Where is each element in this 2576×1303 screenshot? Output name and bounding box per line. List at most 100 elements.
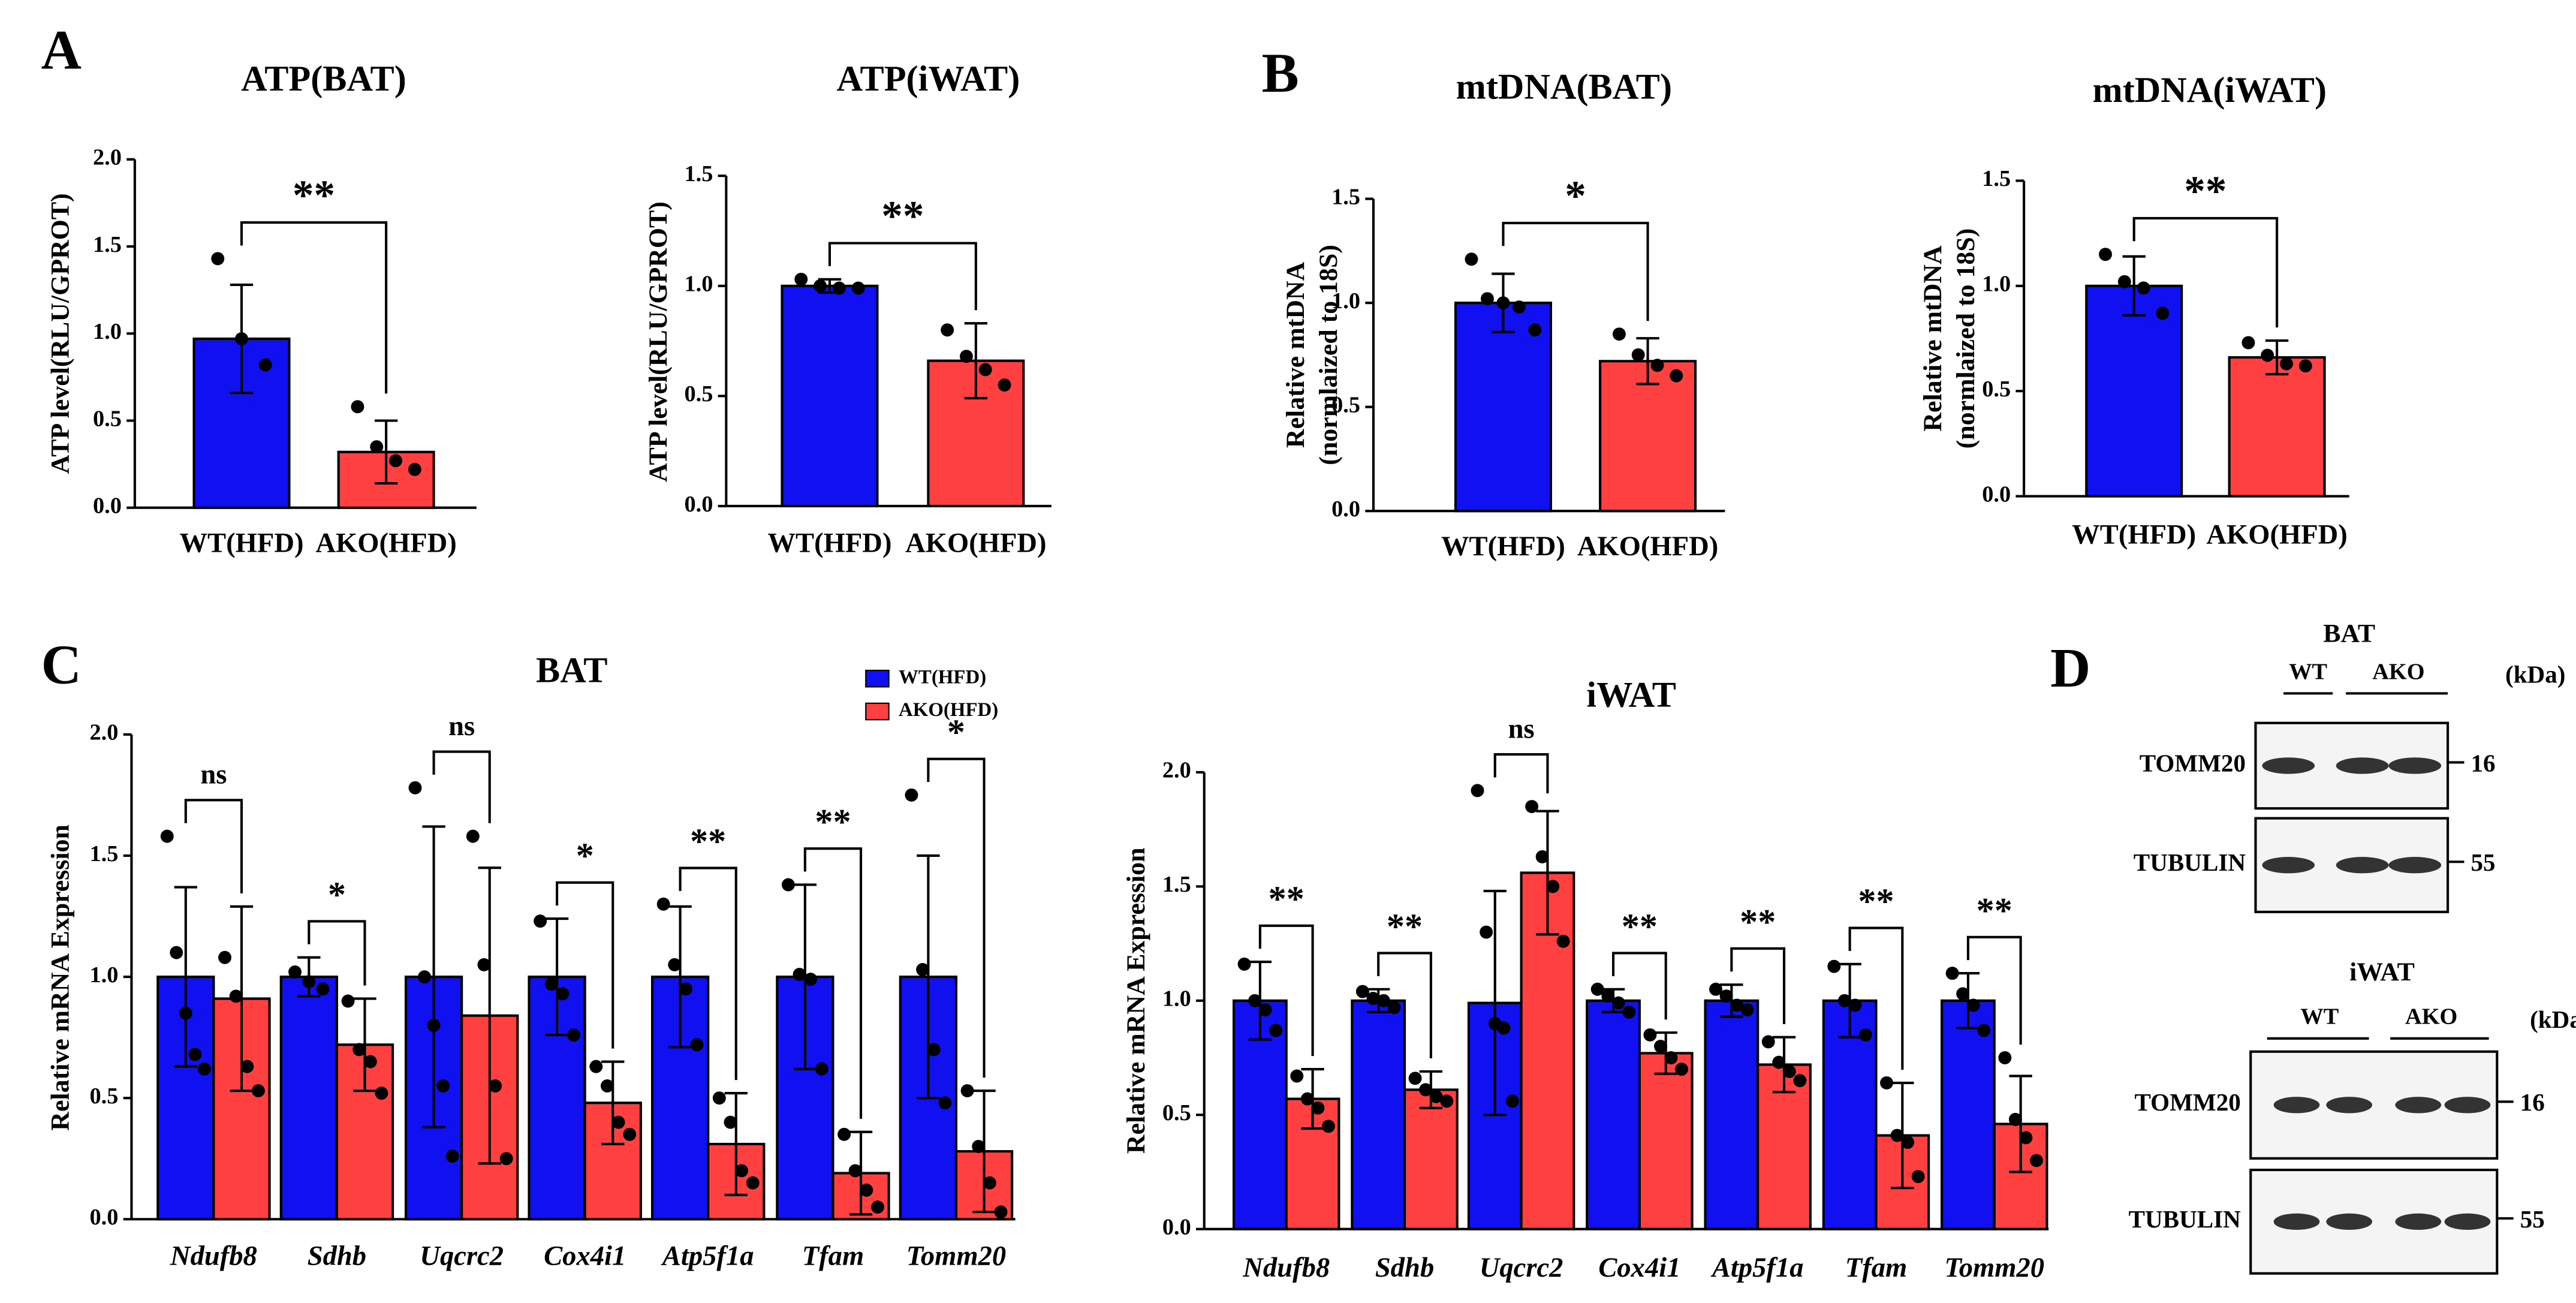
significance-label: ns (200, 759, 227, 790)
data-point (341, 994, 355, 1008)
data-point (998, 378, 1011, 392)
data-point (1631, 348, 1645, 362)
y-tick-label: 1.0 (93, 319, 122, 344)
data-point (611, 1115, 625, 1129)
chart-title: BAT (536, 650, 607, 690)
data-point (1237, 957, 1251, 971)
data-point (1497, 1021, 1511, 1035)
x-tick-label: Uqcrc2 (420, 1241, 504, 1272)
data-point (2008, 1112, 2022, 1126)
data-point (258, 358, 272, 372)
data-point (445, 1149, 459, 1163)
significance-bracket (432, 750, 491, 823)
significance-bracket (1848, 926, 1904, 1070)
x-tick-label: Tomm20 (906, 1241, 1007, 1272)
data-point (370, 440, 384, 454)
data-point (160, 829, 174, 843)
y-axis-label: (normlaized to 18S) (1314, 245, 1343, 465)
data-point (556, 987, 570, 1001)
data-point (832, 281, 846, 295)
lane-label: AKO (2372, 659, 2424, 684)
data-point (1848, 998, 1862, 1012)
data-point (1248, 994, 1262, 1007)
bar (279, 976, 338, 1221)
legend-swatch (865, 669, 890, 688)
blot-band (2326, 1213, 2373, 1230)
x-tick-label: WT(HFD) (1441, 531, 1565, 562)
data-point (972, 1140, 986, 1153)
data-point (1321, 1120, 1335, 1133)
significance-bracket (1612, 952, 1667, 1020)
y-tick-label: 0.5 (1162, 1100, 1191, 1126)
y-tick-label: 0.5 (93, 406, 122, 431)
data-point (814, 279, 827, 293)
x-tick-label: Ndufb8 (1242, 1252, 1330, 1283)
chart-title: mtDNA(iWAT) (2092, 70, 2327, 110)
y-tick-label: 0.5 (1982, 377, 2011, 402)
data-point (735, 1164, 749, 1178)
significance-label: * (576, 836, 594, 876)
data-point (905, 788, 918, 802)
significance-label: * (947, 712, 965, 753)
data-point (994, 1205, 1008, 1219)
data-point (2261, 348, 2274, 362)
data-point (1601, 989, 1615, 1003)
data-point (2099, 248, 2112, 261)
significance-bracket (1377, 952, 1432, 1058)
data-point (197, 1062, 211, 1076)
unit-label: (kDa) (2530, 1006, 2576, 1033)
blot-band (2262, 757, 2315, 774)
data-point (1782, 1064, 1796, 1078)
bar (1704, 999, 1759, 1230)
data-point (1377, 994, 1390, 1007)
data-point (1556, 934, 1570, 948)
data-point (1654, 1040, 1667, 1053)
data-point (1670, 369, 1683, 383)
data-point (1793, 1074, 1807, 1088)
significance-bracket (1258, 924, 1314, 1057)
blot-band (2388, 757, 2442, 774)
bar (1599, 360, 1697, 513)
x-tick-label: AKO(HFD) (1577, 531, 1718, 562)
significance-bracket (308, 920, 366, 986)
kda-label: 55 (2470, 848, 2495, 876)
data-point (240, 1060, 254, 1073)
data-point (179, 1006, 192, 1020)
data-point (1465, 252, 1478, 266)
significance-label: * (1565, 173, 1586, 219)
bar (2085, 284, 2183, 498)
legend-label: WT(HFD) (899, 666, 986, 688)
y-tick-label: 0.5 (1331, 392, 1360, 417)
panel-label: B (1262, 43, 1299, 104)
data-point (793, 968, 806, 981)
x-tick-label: Sdhb (308, 1241, 366, 1272)
significance-bracket (1730, 947, 1786, 1024)
panel-label: A (41, 20, 82, 82)
data-point (1911, 1170, 1925, 1184)
y-tick-label: 1.5 (684, 161, 713, 186)
data-point (1481, 292, 1494, 306)
data-point (1525, 800, 1539, 814)
data-point (544, 977, 558, 991)
blot-band (2336, 857, 2389, 874)
data-point (679, 982, 692, 996)
data-point (960, 350, 973, 363)
significance-label: ns (448, 711, 475, 742)
data-point (2298, 359, 2312, 373)
significance-label: * (328, 875, 346, 915)
y-tick-label: 0.0 (90, 1205, 119, 1230)
panel-label: D (2050, 637, 2090, 699)
significance-label: ** (690, 821, 726, 862)
significance-label: ** (1269, 879, 1304, 919)
data-point (2029, 1154, 2043, 1167)
data-point (941, 323, 954, 337)
data-point (1709, 982, 1723, 996)
bar (1454, 302, 1552, 513)
data-point (1419, 1083, 1433, 1097)
protein-label: TUBULIN (2129, 1205, 2241, 1233)
data-point (1496, 296, 1510, 310)
data-point (1355, 985, 1369, 998)
y-tick-label: 1.5 (90, 841, 119, 866)
bar (1941, 999, 1996, 1230)
y-tick-label: 0.5 (684, 381, 713, 407)
